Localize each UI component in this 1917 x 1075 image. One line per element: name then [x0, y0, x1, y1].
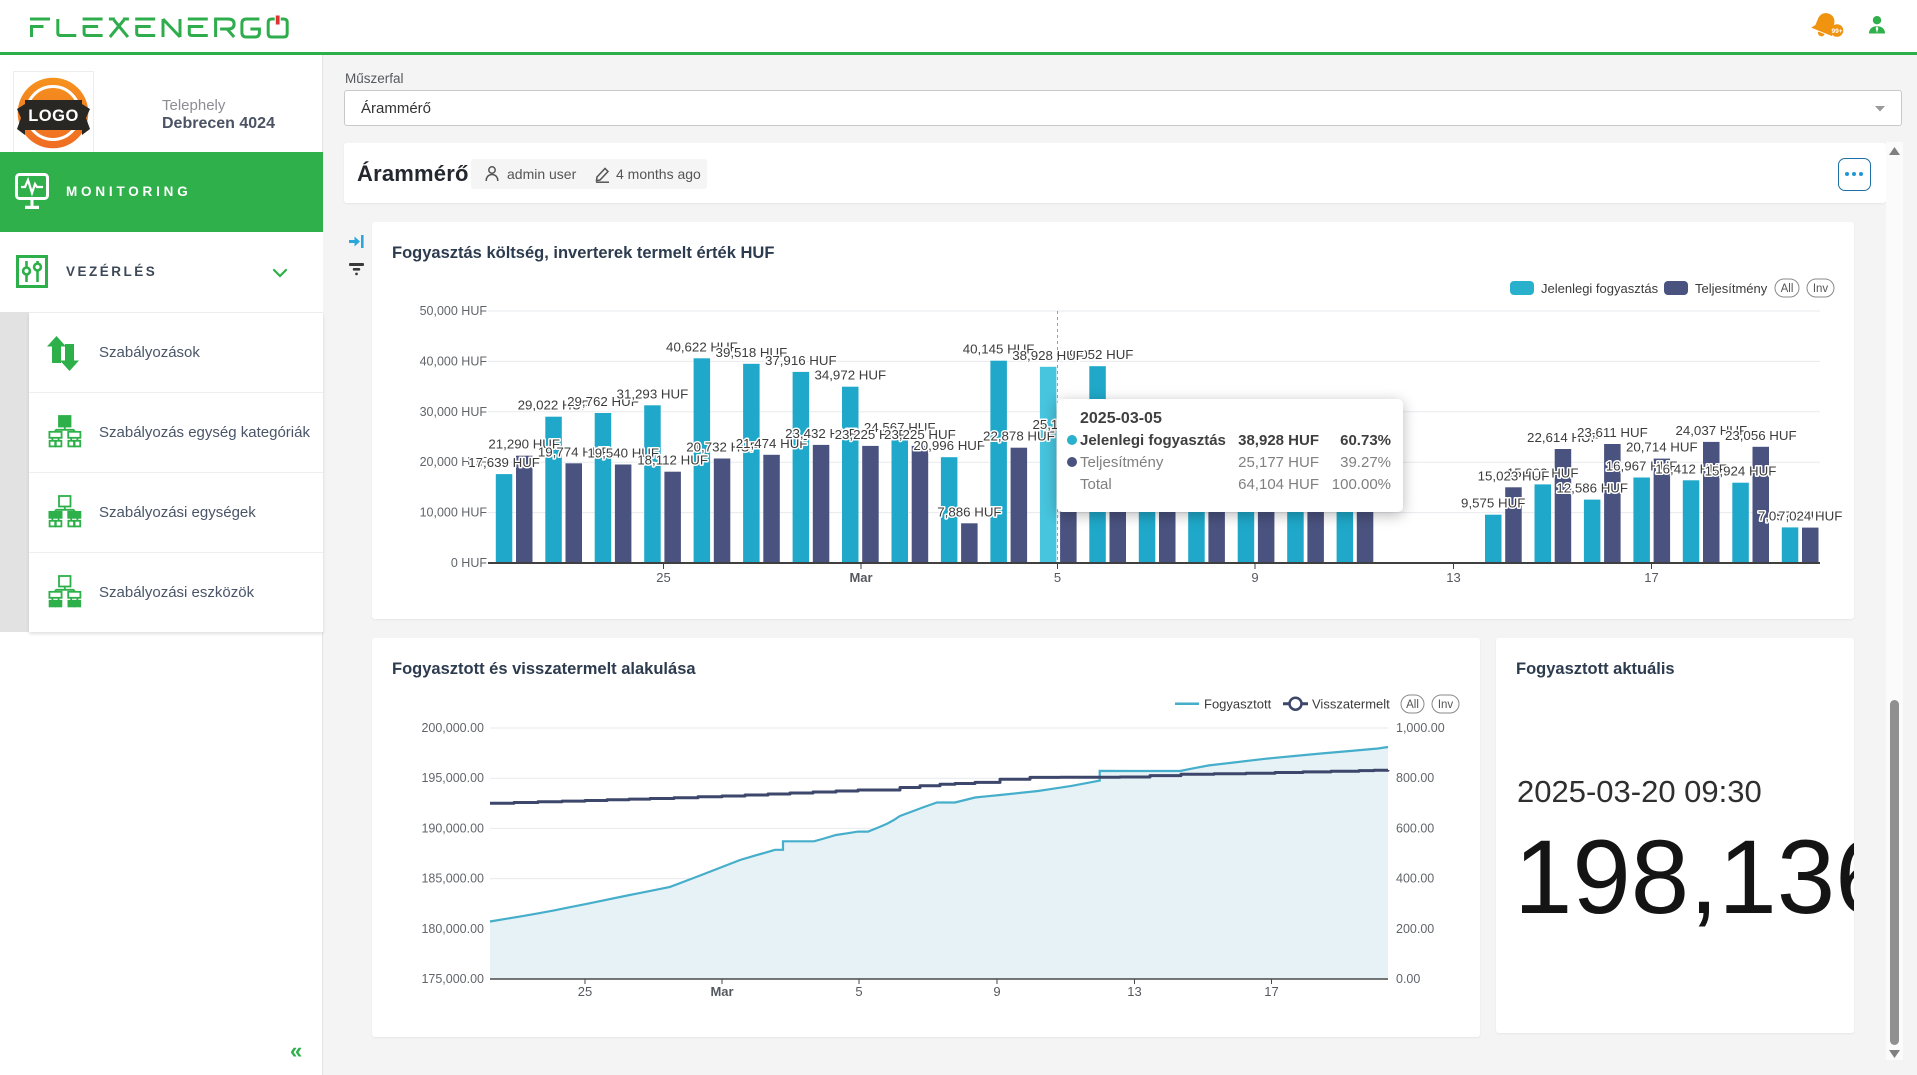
svg-text:175,000.00: 175,000.00	[421, 972, 484, 986]
svg-text:Jelenlegi fogyasztás: Jelenlegi fogyasztás	[1541, 281, 1659, 296]
svg-text:30,000 HUF: 30,000 HUF	[420, 405, 488, 419]
svg-text:25: 25	[656, 570, 670, 585]
svg-text:Teljesítmény: Teljesítmény	[1695, 281, 1768, 296]
svg-text:40,000 HUF: 40,000 HUF	[420, 354, 488, 368]
svg-text:15,924 HUF: 15,924 HUF	[1705, 464, 1777, 479]
svg-text:800.00: 800.00	[1396, 771, 1434, 785]
svg-text:39,518 HUF: 39,518 HUF	[716, 345, 788, 360]
svg-text:37,916 HUF: 37,916 HUF	[765, 353, 837, 368]
svg-text:9,575 HUF: 9,575 HUF	[1461, 496, 1525, 511]
svg-text:17: 17	[1644, 570, 1658, 585]
svg-text:190,000.00: 190,000.00	[421, 821, 484, 835]
svg-text:15,602 HUF: 15,602 HUF	[1507, 465, 1579, 480]
svg-text:23,611 HUF: 23,611 HUF	[1577, 425, 1648, 440]
svg-text:13: 13	[1127, 984, 1141, 999]
svg-text:17,639 HUF: 17,639 HUF	[468, 455, 540, 470]
svg-text:25: 25	[578, 984, 592, 999]
svg-text:22,878 HUF: 22,878 HUF	[983, 429, 1055, 444]
svg-text:20,000 HUF: 20,000 HUF	[420, 455, 488, 469]
svg-text:200.00: 200.00	[1396, 922, 1434, 936]
svg-text:10,000 HUF: 10,000 HUF	[420, 506, 488, 520]
svg-text:99+: 99+	[1831, 28, 1842, 35]
svg-text:400.00: 400.00	[1396, 872, 1434, 886]
svg-text:200,000.00: 200,000.00	[421, 721, 484, 735]
svg-text:9: 9	[1251, 570, 1258, 585]
svg-text:40,622 HUF: 40,622 HUF	[666, 339, 738, 354]
svg-text:38,928 HUF: 38,928 HUF	[1012, 348, 1084, 363]
svg-text:0.00: 0.00	[1396, 972, 1420, 986]
svg-text:7,057 HUF: 7,057 HUF	[1758, 508, 1822, 523]
svg-text:39,052 HUF: 39,052 HUF	[1062, 347, 1134, 362]
svg-text:16,412 HUF: 16,412 HUF	[1655, 461, 1727, 476]
svg-text:19,540 HUF: 19,540 HUF	[587, 446, 659, 461]
svg-text:19,774 HUF: 19,774 HUF	[538, 444, 610, 459]
svg-text:17: 17	[1264, 984, 1278, 999]
svg-text:50,000 HUF: 50,000 HUF	[420, 304, 488, 318]
svg-text:22,614 HUF: 22,614 HUF	[1527, 430, 1599, 445]
svg-text:180,000.00: 180,000.00	[421, 922, 484, 936]
svg-text:29,022 HUF: 29,022 HUF	[518, 398, 590, 413]
svg-text:5: 5	[855, 984, 862, 999]
svg-text:All: All	[1406, 699, 1419, 711]
svg-text:Visszatermelt: Visszatermelt	[1312, 697, 1390, 712]
svg-text:195,000.00: 195,000.00	[421, 771, 484, 785]
svg-text:7,024 HUF: 7,024 HUF	[1778, 509, 1842, 524]
svg-text:0 HUF: 0 HUF	[451, 556, 487, 570]
svg-text:185,000.00: 185,000.00	[421, 872, 484, 886]
svg-text:23,225 HUF: 23,225 HUF	[884, 427, 956, 442]
svg-text:18,112 HUF: 18,112 HUF	[637, 453, 708, 468]
svg-text:9: 9	[993, 984, 1000, 999]
svg-text:24,567 HUF: 24,567 HUF	[864, 420, 936, 435]
svg-text:29,762 HUF: 29,762 HUF	[567, 394, 639, 409]
svg-text:20,996 HUF: 20,996 HUF	[913, 438, 985, 453]
svg-text:23,432 HUF: 23,432 HUF	[785, 426, 857, 441]
svg-text:21,290 HUF: 21,290 HUF	[488, 437, 560, 452]
svg-text:12,586 HUF: 12,586 HUF	[1556, 481, 1628, 496]
svg-text:23,225 HUF: 23,225 HUF	[835, 427, 907, 442]
svg-text:Inv: Inv	[1813, 283, 1829, 295]
svg-text:Inv: Inv	[1438, 699, 1454, 711]
svg-text:31,293 HUF: 31,293 HUF	[617, 386, 689, 401]
svg-text:16,967 HUF: 16,967 HUF	[1606, 459, 1678, 474]
svg-text:7,886 HUF: 7,886 HUF	[937, 504, 1001, 519]
svg-text:40,145 HUF: 40,145 HUF	[963, 342, 1035, 357]
svg-text:24,037 HUF: 24,037 HUF	[1675, 423, 1747, 438]
svg-text:21,474 HUF: 21,474 HUF	[736, 436, 808, 451]
svg-text:15,023 HUF: 15,023 HUF	[1478, 468, 1550, 483]
svg-text:Fogyasztott: Fogyasztott	[1204, 697, 1272, 712]
svg-text:5: 5	[1054, 570, 1061, 585]
svg-text:23,056 HUF: 23,056 HUF	[1725, 428, 1797, 443]
svg-text:Mar: Mar	[710, 984, 733, 999]
svg-text:13: 13	[1446, 570, 1460, 585]
svg-text:20,714 HUF: 20,714 HUF	[1626, 440, 1698, 455]
svg-text:LOGO: LOGO	[28, 107, 79, 125]
svg-text:All: All	[1781, 283, 1794, 295]
svg-text:1,000.00: 1,000.00	[1396, 721, 1445, 735]
svg-text:600.00: 600.00	[1396, 821, 1434, 835]
svg-text:34,972 HUF: 34,972 HUF	[814, 368, 886, 383]
svg-text:Mar: Mar	[849, 570, 872, 585]
svg-text:20,732 HUF: 20,732 HUF	[686, 440, 758, 455]
